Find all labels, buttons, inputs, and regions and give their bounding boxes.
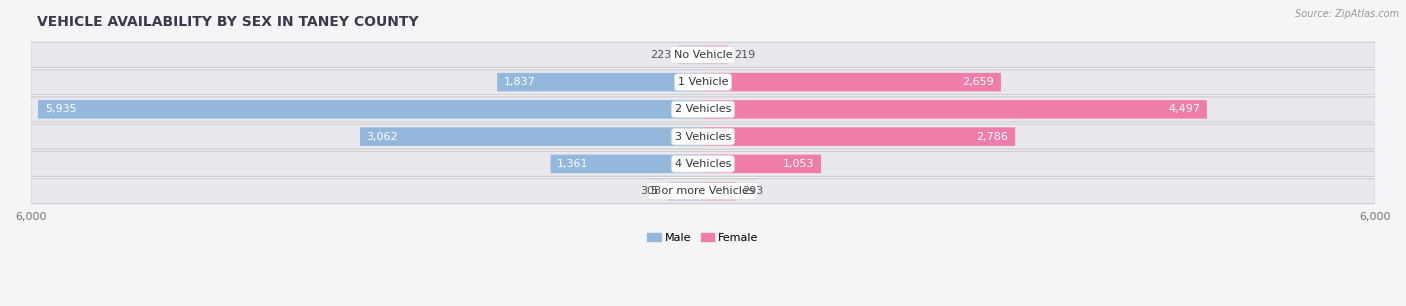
- FancyBboxPatch shape: [668, 182, 703, 200]
- FancyBboxPatch shape: [551, 155, 703, 173]
- Legend: Male, Female: Male, Female: [643, 228, 763, 247]
- Text: Source: ZipAtlas.com: Source: ZipAtlas.com: [1295, 9, 1399, 19]
- Text: No Vehicle: No Vehicle: [673, 50, 733, 60]
- FancyBboxPatch shape: [678, 46, 703, 64]
- Text: 2,659: 2,659: [963, 77, 994, 87]
- Text: 5,935: 5,935: [45, 104, 76, 114]
- Text: 2,786: 2,786: [977, 132, 1008, 142]
- FancyBboxPatch shape: [360, 127, 703, 146]
- Text: 1,361: 1,361: [557, 159, 589, 169]
- FancyBboxPatch shape: [31, 124, 1375, 149]
- FancyBboxPatch shape: [31, 97, 1375, 122]
- Text: 223: 223: [650, 50, 671, 60]
- Text: 5 or more Vehicles: 5 or more Vehicles: [651, 186, 755, 196]
- Text: 4 Vehicles: 4 Vehicles: [675, 159, 731, 169]
- FancyBboxPatch shape: [703, 127, 1015, 146]
- Text: 3 Vehicles: 3 Vehicles: [675, 132, 731, 142]
- FancyBboxPatch shape: [703, 100, 1206, 119]
- FancyBboxPatch shape: [703, 46, 727, 64]
- FancyBboxPatch shape: [31, 42, 1375, 67]
- Text: 1 Vehicle: 1 Vehicle: [678, 77, 728, 87]
- Text: 4,497: 4,497: [1168, 104, 1201, 114]
- FancyBboxPatch shape: [31, 179, 1375, 204]
- FancyBboxPatch shape: [703, 155, 821, 173]
- Text: 308: 308: [641, 186, 662, 196]
- FancyBboxPatch shape: [31, 151, 1375, 176]
- Text: 3,062: 3,062: [367, 132, 398, 142]
- FancyBboxPatch shape: [498, 73, 703, 91]
- Text: 2 Vehicles: 2 Vehicles: [675, 104, 731, 114]
- Text: 1,053: 1,053: [783, 159, 814, 169]
- Text: 219: 219: [734, 50, 755, 60]
- FancyBboxPatch shape: [38, 100, 703, 119]
- Text: 1,837: 1,837: [503, 77, 536, 87]
- FancyBboxPatch shape: [703, 182, 735, 200]
- FancyBboxPatch shape: [31, 69, 1375, 95]
- FancyBboxPatch shape: [703, 73, 1001, 91]
- Text: 293: 293: [742, 186, 763, 196]
- Text: VEHICLE AVAILABILITY BY SEX IN TANEY COUNTY: VEHICLE AVAILABILITY BY SEX IN TANEY COU…: [38, 15, 419, 29]
